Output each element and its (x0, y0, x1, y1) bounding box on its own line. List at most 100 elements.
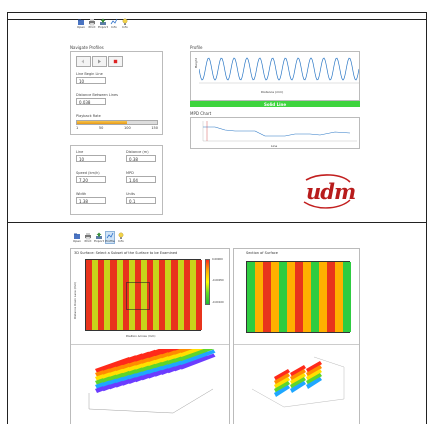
section-ridge-band (274, 377, 290, 389)
toolbar-export-button[interactable]: Export (98, 17, 108, 30)
surface-left-y-label: Distance Down Lane (mm) (73, 281, 77, 319)
rewind-button[interactable] (76, 56, 91, 67)
section-stripe (287, 262, 296, 332)
lightbulb-icon (118, 232, 124, 239)
profile-plot (199, 57, 359, 84)
open-icon (78, 19, 84, 25)
surface-left-title: 3D Surface: Select a Subset of the Surfa… (74, 251, 178, 255)
profile-series-line (199, 57, 359, 81)
section-ridge-band (274, 373, 290, 385)
toolbar2-open-button[interactable]: Open (72, 231, 82, 244)
section-ridge-band (306, 361, 322, 373)
section-stripe (343, 262, 352, 332)
heatmap-stripe (195, 260, 203, 330)
info-units-value[interactable]: 0.1 (126, 197, 156, 204)
toolbar-help-button[interactable]: Info (120, 17, 130, 30)
toolbar2-print-button[interactable]: Print (83, 231, 93, 244)
info-speed-value[interactable]: 7.20 (76, 176, 106, 183)
info-units-field: Units 0.1 (126, 192, 156, 204)
mpd-x-label: Line (271, 144, 278, 148)
section-heatmap (246, 261, 352, 333)
section-ridge-band (290, 369, 306, 381)
toolbar2-profile-button[interactable]: Profile (105, 231, 115, 244)
heatmap-stripe (153, 260, 160, 330)
scale-label-mid: -0.00050 (212, 279, 224, 282)
playback-rate-ticks: 1 50 100 150 (76, 126, 158, 130)
playback-rate-fill (77, 121, 127, 124)
heatmap-stripe (140, 260, 148, 330)
section-ridge-band (306, 377, 322, 389)
toolbar-open-button[interactable]: Open (76, 17, 86, 30)
playback-tick: 50 (98, 126, 104, 130)
heatmap-stripe (110, 260, 117, 330)
play-button[interactable] (92, 56, 107, 67)
heatmap-stripe (86, 260, 93, 330)
surface-heatmap[interactable] (85, 259, 203, 331)
print-icon (85, 233, 91, 240)
open-icon (74, 233, 80, 239)
playback-rate-label: Playback Rate (76, 114, 101, 118)
begin-line-field: Line Begin Line 10 (76, 72, 106, 84)
section-stripe (255, 262, 264, 332)
begin-line-input[interactable]: 10 (76, 77, 106, 84)
section-ridge-band (274, 369, 290, 381)
info-width-field: Width 1.38 (76, 192, 106, 204)
section-ridge-band (290, 373, 306, 385)
navigate-profiles-title: Navigate Profiles (70, 45, 104, 50)
heatmap-stripe (98, 260, 105, 330)
playback-controls (76, 56, 123, 67)
playback-rate-slider[interactable] (76, 120, 158, 125)
info-mpd-value[interactable]: 1.04 (126, 176, 156, 183)
stop-button[interactable] (108, 56, 123, 67)
udm-logo-text: udm (306, 179, 356, 204)
heatmap-stripe (177, 260, 184, 330)
info-distance-value[interactable]: 0.38 (126, 155, 156, 162)
toolbar2-export-button[interactable]: Export (94, 231, 104, 244)
section-stripe (247, 262, 256, 332)
udm-logo: udm (300, 170, 356, 214)
surface-3d-plot-right (251, 356, 345, 408)
rewind-icon (81, 59, 84, 64)
selection-box[interactable] (126, 282, 150, 310)
info-width-value[interactable]: 1.38 (76, 197, 106, 204)
section-ridge-band (306, 373, 322, 385)
toolbar2-help-button[interactable]: Info (116, 231, 126, 244)
toolbar-info-button[interactable]: Info (109, 17, 119, 30)
info-line-value[interactable]: 10 (76, 155, 106, 162)
info-speed-field: Speed (km/h) 7.20 (76, 171, 106, 183)
heatmap-stripe (183, 260, 191, 330)
udm-logo-swoosh (303, 174, 351, 209)
section-ridge-band (290, 377, 306, 389)
profile-icon (106, 232, 114, 239)
play-icon (98, 59, 101, 64)
mpd-chart-panel: Line (190, 117, 360, 149)
app-window (7, 12, 427, 424)
export-icon (100, 18, 106, 25)
surface-3d-plot-left (88, 349, 216, 414)
scale-label-bottom: -0.00100 (212, 301, 224, 304)
heatmap-stripe (159, 260, 166, 330)
playback-tick: 1 (76, 126, 79, 130)
section-stripe (279, 262, 288, 332)
surface-left-panel: 3D Surface: Select a Subset of the Surfa… (70, 248, 230, 424)
heatmap-stripe (92, 260, 99, 330)
print-icon (89, 19, 95, 26)
section-stripe (263, 262, 272, 332)
heatmap-stripe (104, 260, 111, 330)
section-stripe (311, 262, 320, 332)
export-icon (96, 232, 102, 239)
middle-divider (7, 222, 427, 223)
heatmap-stripe (116, 260, 123, 330)
profile-chart-title: Profile (190, 45, 203, 50)
info-line-field: Line 10 (76, 150, 106, 162)
bottom-toolbar: Open Print Export Profile Info (72, 231, 126, 244)
heatmap-stripe (189, 260, 197, 330)
navigate-profiles-panel: Line Begin Line 10 Distance Between Line… (70, 51, 163, 135)
surface-color-scale (205, 259, 210, 305)
info-distance-field: Distance (m) 0.38 (126, 150, 156, 162)
distance-between-lines-input[interactable]: 0.038 (76, 98, 106, 105)
section-stripe (271, 262, 280, 332)
heatmap-stripe (122, 260, 130, 330)
playback-tick: 150 (151, 126, 158, 130)
toolbar-print-button[interactable]: Print (87, 17, 97, 30)
